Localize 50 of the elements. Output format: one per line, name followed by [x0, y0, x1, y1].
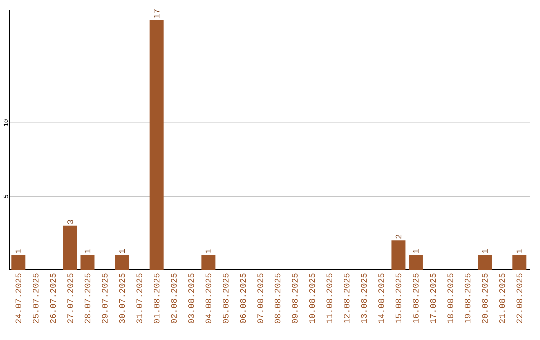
bar [478, 255, 492, 270]
x-tick-label: 27.07.2025 [68, 274, 74, 324]
x-tick-label: 24.07.2025 [16, 274, 22, 324]
x-tick-label: 17.08.2025 [430, 274, 436, 324]
x-tick-label: 03.08.2025 [188, 274, 194, 324]
data-label: 2 [396, 234, 402, 239]
bar [202, 255, 216, 270]
x-tick-label: 25.07.2025 [33, 274, 39, 324]
data-label: 3 [68, 220, 74, 224]
x-tick-label: 15.08.2025 [396, 274, 402, 324]
x-tick-label: 02.08.2025 [171, 274, 177, 324]
x-tick-label: 22.08.2025 [516, 274, 523, 324]
data-label: 1 [120, 249, 126, 254]
x-tick-label: 30.07.2025 [119, 274, 126, 324]
bar [392, 240, 406, 270]
x-tick-label: 29.07.2025 [102, 274, 108, 324]
x-tick-label: 21.08.2025 [499, 274, 506, 324]
x-tick-label: 10.08.2025 [309, 274, 316, 324]
data-label: 17 [154, 10, 160, 18]
bar [12, 255, 26, 270]
x-tick-label: 12.08.2025 [344, 274, 350, 324]
x-tick-label: 20.08.2025 [482, 274, 488, 324]
x-tick-label: 05.08.2025 [223, 274, 229, 324]
x-tick-label: 16.08.2025 [413, 274, 419, 324]
bar [115, 255, 130, 270]
x-tick-label: 01.08.2025 [154, 274, 160, 324]
data-label: 1 [16, 249, 22, 254]
x-tick-label: 09.08.2025 [292, 274, 298, 324]
data-label: 1 [482, 249, 488, 254]
bar [408, 255, 423, 270]
x-tick-label: 06.08.2025 [240, 274, 246, 324]
x-tick-label: 04.08.2025 [206, 274, 212, 324]
data-label: 1 [413, 249, 419, 254]
x-tick-label: 18.08.2025 [448, 274, 454, 324]
x-tick-label: 28.07.2025 [84, 274, 91, 324]
x-tick-label: 11.08.2025 [326, 274, 332, 324]
bar [512, 255, 527, 270]
bar [150, 20, 164, 270]
x-tick-label: 31.07.2025 [136, 274, 142, 324]
data-label: 1 [84, 249, 91, 254]
x-tick-label: 14.08.2025 [378, 274, 384, 324]
bar [63, 226, 78, 270]
x-tick-label: 08.08.2025 [274, 274, 281, 324]
bar [80, 255, 95, 270]
x-tick-label: 07.08.2025 [258, 274, 264, 324]
x-tick-label: 26.07.2025 [50, 274, 56, 324]
x-tick-label: 13.08.2025 [361, 274, 368, 324]
data-label: 1 [206, 249, 212, 254]
data-label: 1 [516, 249, 522, 254]
x-tick-label: 19.08.2025 [464, 274, 471, 324]
